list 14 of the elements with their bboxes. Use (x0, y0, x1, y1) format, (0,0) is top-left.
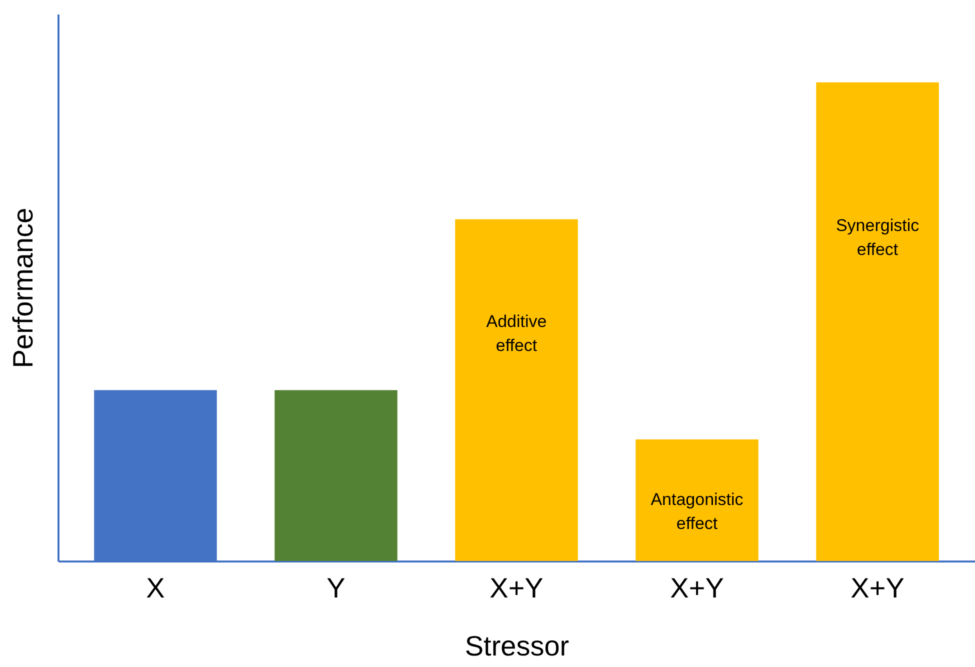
bar (455, 219, 578, 561)
bar (816, 82, 939, 561)
x-tick-label: X (146, 572, 166, 604)
x-tick-label: X+Y (490, 572, 544, 604)
x-tick-label: X+Y (670, 572, 724, 604)
bar (636, 439, 758, 561)
x-axis-title: Stressor (464, 630, 570, 662)
bar (274, 390, 398, 561)
annotation: Synergistic effect (836, 216, 920, 259)
y-axis-title: Performance (8, 208, 38, 368)
x-tick-label: Y (326, 572, 346, 604)
annotation: Antagonistic effect (650, 490, 744, 534)
x-tick-label: X+Y (850, 572, 905, 604)
annotation: Additive effect (486, 312, 547, 355)
